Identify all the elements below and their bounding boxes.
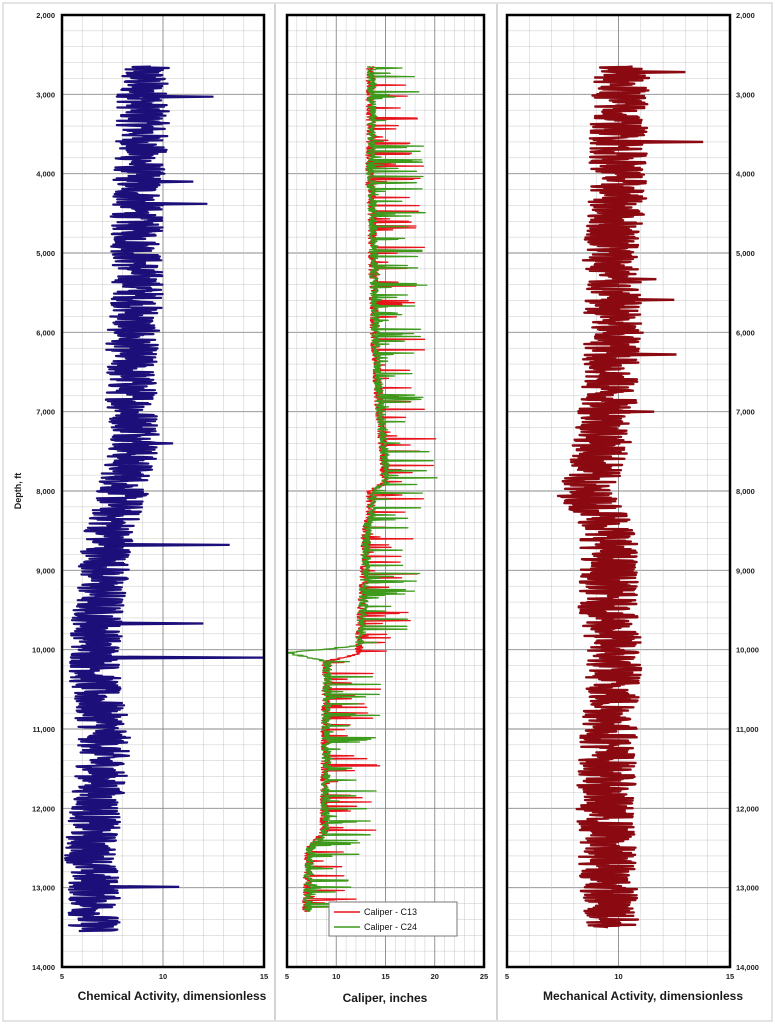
mechanical-activity-series (556, 65, 704, 929)
x-tick-label: 5 (285, 972, 289, 981)
caliper-plot-frame (285, 13, 486, 969)
log-spike (142, 94, 214, 99)
caliper-legend-box (328, 901, 458, 937)
y-tick-label-right: 5,000 (736, 249, 755, 258)
log-spike (95, 655, 265, 660)
caliper-x-axis-label: Caliper, inches (343, 991, 428, 1005)
y-tick-label: 10,000 (32, 646, 55, 655)
chemical-activity-x-ticks: 5 10 15 (60, 972, 268, 981)
log-spike (611, 277, 657, 282)
mechanical-activity-x-axis-label: Mechanical Activity, dimensionless (543, 989, 743, 1003)
x-tick-label: 10 (332, 972, 340, 981)
y-tick-label: 6,000 (36, 328, 55, 337)
y-tick-label-right: 9,000 (736, 566, 755, 575)
x-tick-label: 15 (260, 972, 268, 981)
log-spike (97, 621, 204, 626)
y-tick-label: 8,000 (36, 487, 55, 496)
y-tick-label: 3,000 (36, 90, 55, 99)
log-spike (108, 542, 230, 547)
caliper-c13-legend-label: Caliper - C13 (364, 907, 417, 917)
x-tick-label: 10 (614, 972, 622, 981)
y-tick-label: 4,000 (36, 170, 55, 179)
caliper-series (286, 65, 438, 913)
chemical-activity-plot-frame (60, 13, 266, 969)
y-tick-label: 13,000 (32, 884, 55, 893)
y-tick-label-right: 10,000 (736, 646, 759, 655)
mechanical-activity-x-ticks: 5 10 15 (505, 972, 734, 981)
y-tick-label-right: 3,000 (736, 90, 755, 99)
depth-y-ticks: 2,000 3,000 4,000 5,000 6,000 7,000 8,000 9,000… (32, 11, 55, 972)
y-tick-label-right: 13,000 (736, 884, 759, 893)
log-spike (138, 179, 194, 184)
log-spike (94, 884, 180, 889)
x-tick-label: 5 (505, 972, 509, 981)
mechanical-activity-plot-frame (505, 13, 732, 969)
y-tick-label: 5,000 (36, 249, 55, 258)
y-tick-label-right: 6,000 (736, 328, 755, 337)
y-tick-label-right: 11,000 (736, 725, 759, 734)
caliper-x-ticks: 5 10 15 20 25 (285, 972, 488, 981)
y-tick-label: 14,000 (32, 963, 55, 972)
log-spike (620, 69, 686, 75)
depth-y-axis-label: Depth, ft (13, 473, 23, 510)
caliper-legend: Caliper - C13 Caliper - C24 (328, 901, 458, 937)
log-spike (612, 297, 675, 302)
x-tick-label: 5 (60, 972, 64, 981)
log-trace-line (63, 65, 170, 933)
y-tick-label: 12,000 (32, 804, 55, 813)
y-tick-label: 7,000 (36, 408, 55, 417)
y-tick-label-right: 2,000 (736, 11, 755, 20)
mechanical-activity-track: 5 10 15 2,000 3,000 4,000 5,000 6,000 7,000 8,00… (505, 11, 759, 1003)
log-spike (618, 139, 704, 145)
caliper-c24-legend-label: Caliper - C24 (364, 922, 417, 932)
log-spike (137, 201, 208, 206)
y-tick-label: 9,000 (36, 566, 55, 575)
y-tick-label: 11,000 (32, 725, 55, 734)
depth-y-ticks-right: 2,000 3,000 4,000 5,000 6,000 7,000 8,000 9,000… (736, 11, 759, 972)
log-trace-line (556, 65, 651, 929)
x-tick-label: 10 (159, 972, 167, 981)
y-tick-label-right: 12,000 (736, 804, 759, 813)
log-spike (611, 352, 677, 357)
x-tick-label: 20 (431, 972, 439, 981)
x-tick-label: 15 (726, 972, 734, 981)
y-tick-label: 2,000 (36, 11, 55, 20)
chemical-activity-track: 5 10 15 2,000 3,000 4,000 5,000 6,000 7,000 8,00… (13, 11, 268, 1003)
y-tick-label-right: 14,000 (736, 963, 759, 972)
y-tick-label-right: 8,000 (736, 487, 755, 496)
y-tick-label-right: 7,000 (736, 408, 755, 417)
x-tick-label: 25 (480, 972, 488, 981)
x-tick-label: 15 (381, 972, 389, 981)
caliper-c24-line (286, 65, 438, 913)
chemical-activity-x-axis-label: Chemical Activity, dimensionless (78, 989, 267, 1003)
log-spike (136, 441, 174, 446)
y-tick-label-right: 4,000 (736, 170, 755, 179)
log-spike (607, 409, 655, 414)
caliper-track: 5 10 15 20 25 Caliper, inches Caliper - C13 … (285, 13, 488, 1005)
